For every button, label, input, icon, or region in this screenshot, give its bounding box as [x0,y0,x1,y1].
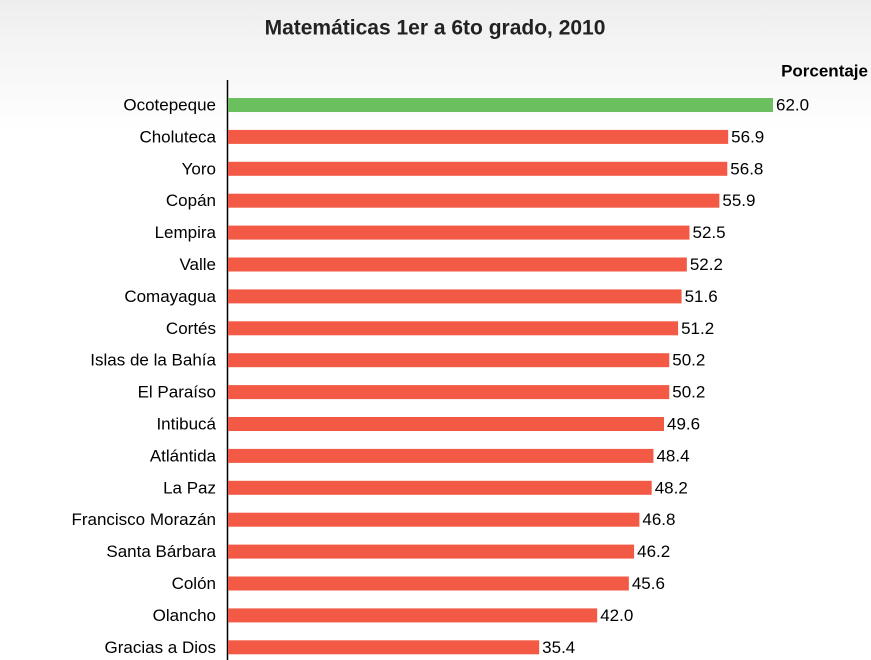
value-label: 45.6 [632,574,665,593]
category-label: Intibucá [156,414,216,433]
bar [228,161,728,176]
bar [228,608,598,623]
value-label: 42.0 [600,606,633,625]
category-label: Francisco Morazán [71,510,216,529]
category-label: Cortés [166,319,216,338]
category-label: Colón [172,574,216,593]
category-label: Ocotepeque [123,95,216,114]
bar [228,385,670,400]
bar [228,129,729,144]
bar [228,544,635,559]
value-label: 62.0 [776,95,809,114]
category-label: Islas de la Bahía [90,351,216,370]
bar [228,353,670,368]
category-label: El Paraíso [138,383,216,402]
value-label: 48.4 [656,446,689,465]
value-label: 56.8 [730,159,763,178]
value-label: 56.9 [731,127,764,146]
value-label: 55.9 [722,191,755,210]
category-label: Valle [179,255,216,274]
category-label: Yoro [182,159,216,178]
axis-label: Porcentaje [781,61,868,80]
value-label: 35.4 [542,638,575,657]
value-label: 50.2 [672,383,705,402]
value-label: 52.2 [690,255,723,274]
value-label: 46.8 [642,510,675,529]
bar [228,480,652,495]
value-label: 50.2 [672,351,705,370]
category-label: Comayagua [124,287,216,306]
category-label: Lempira [155,223,217,242]
category-label: Olancho [153,606,216,625]
chart-title: Matemáticas 1er a 6to grado, 2010 [265,17,606,40]
value-label: 51.6 [685,287,718,306]
bar [228,512,640,527]
value-label: 48.2 [655,478,688,497]
bar [228,448,654,463]
value-label: 52.5 [692,223,725,242]
value-label: 51.2 [681,319,714,338]
bar [228,225,690,240]
category-label: Choluteca [139,127,216,146]
value-label: 49.6 [667,414,700,433]
category-label: Atlántida [150,446,217,465]
bar [228,417,664,431]
bar [228,193,720,208]
bar [228,289,682,304]
bar [228,640,540,655]
bar [228,576,629,591]
value-label: 46.2 [637,542,670,561]
category-label: Santa Bárbara [106,542,216,561]
bar [228,98,773,112]
category-label: Gracias a Dios [105,638,216,657]
category-label: La Paz [163,478,216,497]
bar [228,321,679,336]
category-label: Copán [166,191,216,210]
bar [228,257,687,272]
